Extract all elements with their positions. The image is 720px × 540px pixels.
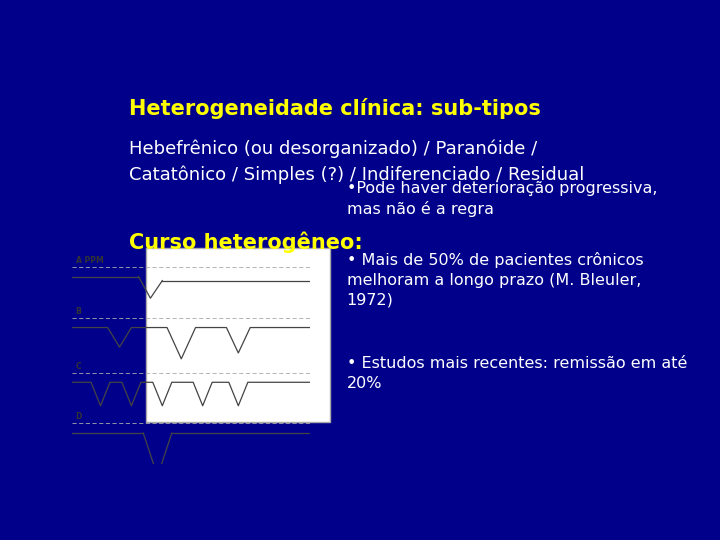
Text: • Mais de 50% de pacientes crônicos
melhoram a longo prazo (M. Bleuler,
1972): • Mais de 50% de pacientes crônicos melh… xyxy=(347,252,643,307)
Text: C: C xyxy=(76,362,81,370)
Text: •Pode haver deterioração progressiva,
mas não é a regra: •Pode haver deterioração progressiva, ma… xyxy=(347,181,657,218)
Text: Heterogeneidade clínica: sub-tipos: Heterogeneidade clínica: sub-tipos xyxy=(129,98,541,119)
Text: D: D xyxy=(76,413,82,421)
Text: Hebefrênico (ou desorganizado) / Paranóide /
Catatônico / Simples (?) / Indifere: Hebefrênico (ou desorganizado) / Paranói… xyxy=(129,140,585,184)
Bar xyxy=(145,248,330,422)
Text: Curso heterogêneo:: Curso heterogêneo: xyxy=(129,231,363,253)
Text: • Estudos mais recentes: remissão em até
20%: • Estudos mais recentes: remissão em até… xyxy=(347,356,687,390)
Text: B: B xyxy=(76,307,81,316)
Text: A PPM: A PPM xyxy=(76,256,103,265)
